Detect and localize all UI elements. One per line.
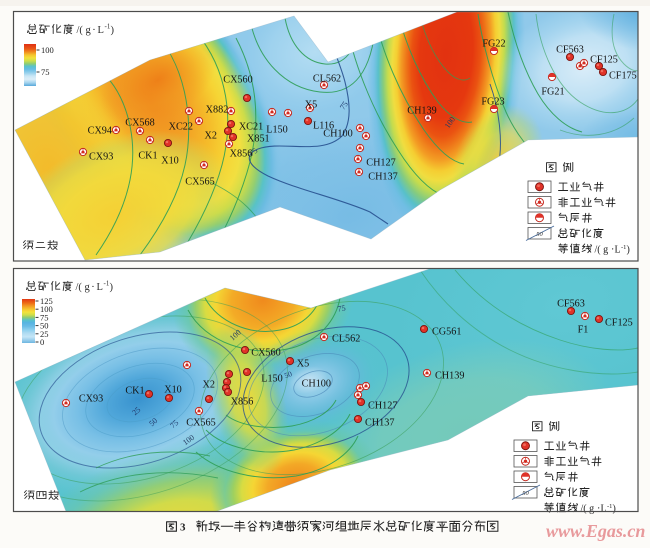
svg-text:XC22: XC22 [169,122,193,133]
svg-text:CK1: CK1 [138,151,157,162]
svg-text:CH100: CH100 [323,129,352,140]
svg-text:75: 75 [40,312,49,322]
svg-text:25: 25 [40,329,49,339]
svg-text:50: 50 [40,321,49,331]
svg-text:·: · [92,24,96,36]
svg-text:CX568: CX568 [125,118,154,129]
svg-text:CX94: CX94 [88,126,112,137]
svg-text:CH137: CH137 [368,172,397,183]
svg-text:-1: -1 [621,244,626,251]
svg-text:100: 100 [40,304,53,314]
svg-text:CF563: CF563 [557,299,585,310]
svg-text:X2: X2 [203,380,215,391]
svg-text:L150: L150 [261,374,283,385]
svg-text:50: 50 [536,231,543,238]
svg-text:125: 125 [40,296,53,306]
svg-text:CF125: CF125 [590,55,618,66]
svg-text:CX565: CX565 [185,177,214,188]
svg-text:-1: -1 [607,503,612,510]
svg-text:FG22: FG22 [482,39,505,50]
svg-text:): ) [627,244,630,255]
svg-text:CH137: CH137 [365,418,394,429]
svg-text:): ) [613,503,616,514]
svg-text:75: 75 [168,418,180,430]
svg-text:X5: X5 [297,359,309,370]
svg-text:/( g: /( g [581,503,595,514]
svg-text:L: L [97,282,103,293]
svg-text:50: 50 [522,490,529,497]
svg-text:F1: F1 [578,325,589,336]
svg-text:): ) [111,25,115,36]
svg-text:50: 50 [283,369,293,380]
svg-text:CH127: CH127 [366,158,395,169]
svg-text:75: 75 [248,146,260,158]
svg-text:L116: L116 [313,121,334,132]
svg-text:-1: -1 [105,23,111,31]
svg-text:L: L [98,25,104,36]
svg-text:25: 25 [130,405,142,417]
svg-text:X856: X856 [230,149,253,160]
svg-text:0: 0 [40,337,44,347]
svg-text:CF125: CF125 [605,318,633,329]
svg-text:-1: -1 [104,280,110,288]
svg-text:75: 75 [41,67,50,77]
svg-text:L150: L150 [266,125,288,136]
svg-text:): ) [110,282,114,293]
svg-text:75: 75 [338,100,350,112]
svg-text:X10: X10 [161,156,179,167]
svg-text:www.Egas.cn: www.Egas.cn [546,521,645,541]
svg-text:/( g: /( g [76,282,91,293]
svg-text:CF175: CF175 [609,71,637,82]
svg-text:FG21: FG21 [541,87,564,98]
svg-text:X882: X882 [206,105,229,116]
svg-text:/( g: /( g [595,244,609,255]
svg-text:CK1: CK1 [125,386,144,397]
svg-text:XC21: XC21 [239,122,263,133]
svg-text:·: · [597,503,600,514]
svg-text:CX93: CX93 [79,394,103,405]
svg-text:L: L [601,503,607,514]
svg-text:CH100: CH100 [302,379,331,390]
svg-text:L: L [615,244,621,255]
svg-text:X5: X5 [305,100,317,111]
svg-text:3: 3 [180,522,186,534]
svg-text:FG23: FG23 [481,97,504,108]
svg-text:100: 100 [41,45,54,55]
svg-text:/( g: /( g [77,25,92,36]
svg-text:CF563: CF563 [556,45,584,56]
svg-text:X10: X10 [164,385,182,396]
svg-text:·: · [91,281,95,293]
svg-text:CL562: CL562 [313,74,341,85]
svg-text:X851: X851 [247,134,270,145]
svg-text:CX560: CX560 [223,75,252,86]
svg-text:CL562: CL562 [332,334,360,345]
svg-text:CH139: CH139 [435,371,464,382]
svg-text:CG561: CG561 [432,327,461,338]
svg-text:CH127: CH127 [368,401,397,412]
svg-text:CX93: CX93 [89,152,113,163]
svg-text:75: 75 [337,303,346,313]
svg-text:·: · [611,244,614,255]
svg-text:CH139: CH139 [407,106,436,117]
svg-text:CX565: CX565 [186,418,215,429]
svg-text:50: 50 [147,416,159,428]
svg-text:X856: X856 [231,397,254,408]
svg-text:X2: X2 [205,131,217,142]
svg-text:CX560: CX560 [251,348,280,359]
